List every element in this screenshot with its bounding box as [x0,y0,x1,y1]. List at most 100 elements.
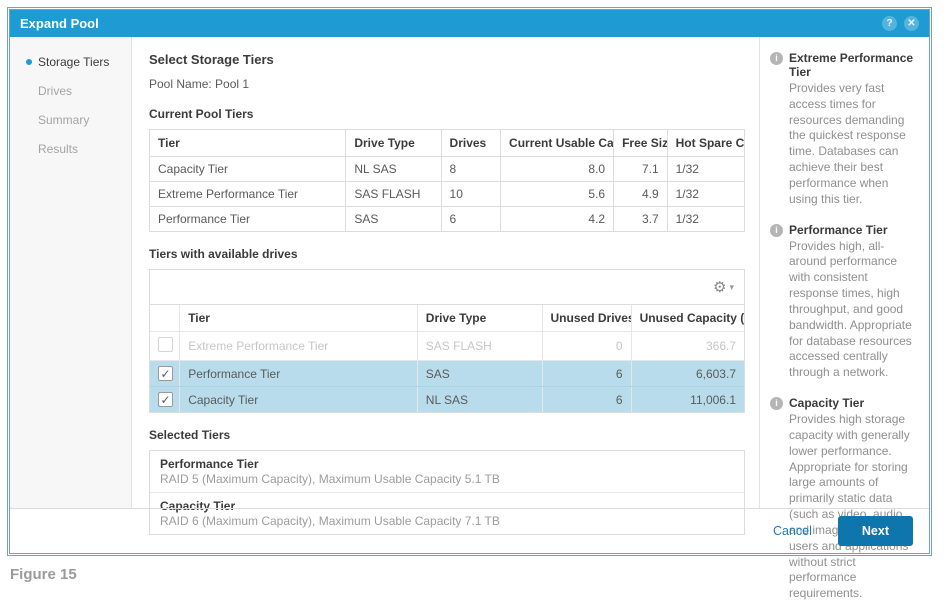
cell-drive-type: SAS FLASH [417,331,543,361]
info-icon: i [770,397,783,411]
selected-tiers-box: Performance Tier RAID 5 (Maximum Capacit… [149,450,745,535]
tier-info-panel: i Extreme Performance Tier Provides very… [759,37,929,600]
cell-tier: Performance Tier [148,206,347,232]
dialog-title-bar: Expand Pool ? ✕ [10,10,929,37]
cell-drive-type: SAS [345,206,442,232]
cell-hot-spare: 1/32 [666,156,746,182]
cell-unused-drives: 6 [542,360,632,387]
table-row: Extreme Performance Tier SAS FLASH 10 5.… [148,181,746,207]
selected-tier-detail: RAID 5 (Maximum Capacity), Maximum Usabl… [160,472,500,486]
selected-tier-detail: RAID 6 (Maximum Capacity), Maximum Usabl… [160,514,500,528]
cell-drives: 10 [440,181,502,207]
cell-free-size: 4.9 [613,181,668,207]
column-header: Drive Type [417,305,543,332]
cell-tier: Capacity Tier [148,156,347,182]
checkbox-checked[interactable]: ✓ [158,366,173,381]
list-item: Capacity Tier RAID 6 (Maximum Capacity),… [150,492,744,534]
step-label: Summary [38,113,90,127]
next-button[interactable]: Next [837,516,913,546]
step-label: Drives [38,84,73,98]
selected-tiers-heading: Selected Tiers [149,428,231,442]
column-header: Tier [179,305,418,332]
gear-icon: ⚙ [713,278,727,296]
sidebar-item-results[interactable]: Results [26,142,131,156]
expand-pool-dialog: Expand Pool ? ✕ Storage Tiers Drives Sum… [7,7,932,600]
checkbox-unchecked[interactable] [158,337,173,352]
info-title: Performance Tier [789,222,888,237]
table-header-row: Tier Drive Type Unused Drives Unused Cap… [150,305,744,332]
cell-unused-capacity: 6,603.7 [631,360,744,387]
info-icon: i [770,223,783,237]
column-header: Drives [440,129,502,157]
cell-hot-spare: 1/32 [666,181,746,207]
cell-drives: 6 [440,206,502,232]
table-row-extreme-performance-tier: Extreme Performance Tier SAS FLASH 0 366… [150,331,744,361]
checkbox-column-header [150,305,181,332]
pool-name: Pool Name: Pool 1 [149,77,250,91]
info-block-extreme-performance: i Extreme Performance Tier Provides very… [770,51,917,208]
column-header: Tier [148,129,347,157]
current-pool-tiers-table: Tier Drive Type Drives Current Usable Ca… [148,129,746,232]
cell-drives: 8 [440,156,502,182]
selected-tier-title: Performance Tier [160,457,259,471]
info-block-capacity: i Capacity Tier Provides high storage ca… [770,396,917,602]
info-text: Provides high, all-around performance wi… [789,238,912,380]
cell-drive-type: SAS FLASH [345,181,442,207]
close-icon[interactable]: ✕ [904,16,919,31]
cell-free-size: 7.1 [613,156,668,182]
cancel-button[interactable]: Cancel [772,524,812,538]
column-header: Drive Type [345,129,442,157]
column-header: Hot Spare Capacity [666,129,746,157]
info-icon: i [770,52,783,65]
table-settings-button[interactable]: ⚙ ▾ [713,280,734,295]
cell-hot-spare: 1/32 [666,206,746,232]
dialog-title: Expand Pool [20,16,99,31]
available-tiers-table-container: ⚙ ▾ Tier Drive Type Unused Drives Unused… [149,269,745,413]
help-icon[interactable]: ? [882,16,897,31]
page-title: Select Storage Tiers [149,52,274,67]
list-item: Performance Tier RAID 5 (Maximum Capacit… [150,451,744,492]
cell-tier: Extreme Performance Tier [148,181,347,207]
available-tiers-heading: Tiers with available drives [149,247,298,261]
cell-tier: Performance Tier [179,360,418,387]
column-header: Unused Capacity (GB) [631,305,744,332]
cell-usable-capacity: 8.0 [500,156,615,182]
sidebar-item-drives[interactable]: Drives [26,84,131,98]
table-row: Capacity Tier NL SAS 8 8.0 7.1 1/32 [148,156,746,182]
column-header: Free Size (TB) [613,129,668,157]
main-content: Select Storage Tiers Pool Name: Pool 1 C… [132,37,759,535]
cell-drive-type: NL SAS [345,156,442,182]
table-row-performance-tier[interactable]: ✓ Performance Tier SAS 6 6,603.7 [150,360,744,387]
available-tiers-table: Tier Drive Type Unused Drives Unused Cap… [150,305,744,412]
table-header-row: Tier Drive Type Drives Current Usable Ca… [148,129,746,157]
sidebar-item-summary[interactable]: Summary [26,113,131,127]
info-title: Capacity Tier [789,396,865,411]
dialog-footer: Cancel Next [10,508,929,553]
cell-free-size: 3.7 [613,206,668,232]
info-title: Extreme Performance Tier [789,51,914,79]
cell-tier: Extreme Performance Tier [179,331,418,361]
column-header: Unused Drives [542,305,632,332]
current-pool-tiers-heading: Current Pool Tiers [149,107,254,121]
table-row: Performance Tier SAS 6 4.2 3.7 1/32 [148,206,746,232]
cell-unused-capacity: 11,006.1 [631,386,744,412]
cell-usable-capacity: 5.6 [500,181,615,207]
checkbox-checked[interactable]: ✓ [158,392,173,407]
table-row-capacity-tier[interactable]: ✓ Capacity Tier NL SAS 6 11,006.1 [150,386,744,412]
chevron-down-icon: ▾ [729,281,734,292]
active-step-bullet-icon [26,59,32,65]
cell-unused-capacity: 366.7 [631,331,744,361]
cell-tier: Capacity Tier [179,386,418,412]
table-toolbar: ⚙ ▾ [150,270,744,305]
info-block-performance: i Performance Tier Provides high, all-ar… [770,223,917,381]
step-label: Storage Tiers [38,55,110,69]
wizard-steps-sidebar: Storage Tiers Drives Summary Results [10,37,132,508]
cell-unused-drives: 6 [542,386,632,412]
cell-usable-capacity: 4.2 [500,206,615,232]
sidebar-item-storage-tiers[interactable]: Storage Tiers [26,55,131,69]
step-label: Results [38,142,79,156]
cell-drive-type: NL SAS [417,386,543,412]
info-text: Provides very fast access times for reso… [789,81,906,206]
selected-tier-title: Capacity Tier [160,499,236,513]
cell-drive-type: SAS [417,360,543,387]
